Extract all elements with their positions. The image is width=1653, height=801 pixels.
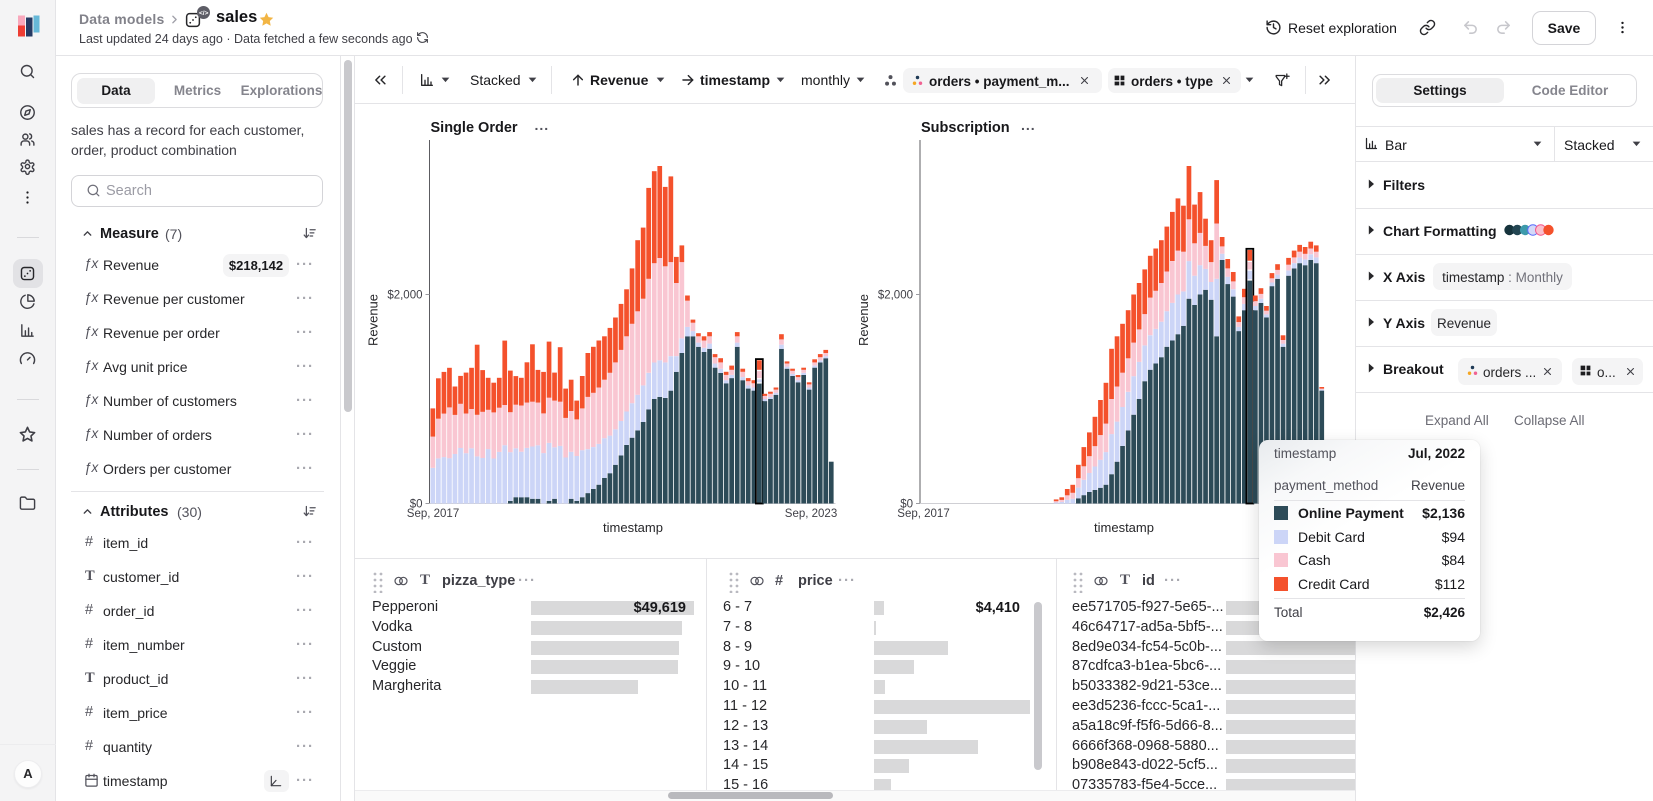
svg-text:Subscription: Subscription <box>921 120 1010 136</box>
svg-text:$2,000: $2,000 <box>878 290 913 302</box>
svg-text:Revenue: Revenue <box>366 294 381 346</box>
svg-text:timestamp: timestamp <box>1094 520 1154 535</box>
svg-text:$0: $0 <box>410 499 423 511</box>
svg-text:Revenue: Revenue <box>856 294 871 346</box>
svg-text:timestamp: timestamp <box>603 520 663 535</box>
svg-text:Sep, 2017: Sep, 2017 <box>407 508 459 520</box>
svg-text:Sep, 2023: Sep, 2023 <box>785 508 837 520</box>
svg-text:$2,000: $2,000 <box>387 290 422 302</box>
svg-text:Single Order: Single Order <box>431 120 518 136</box>
svg-text:Sep, 2017: Sep, 2017 <box>897 508 949 520</box>
svg-text:...: ... <box>535 117 550 133</box>
svg-text:$0: $0 <box>900 499 913 511</box>
svg-text:...: ... <box>1021 117 1036 133</box>
